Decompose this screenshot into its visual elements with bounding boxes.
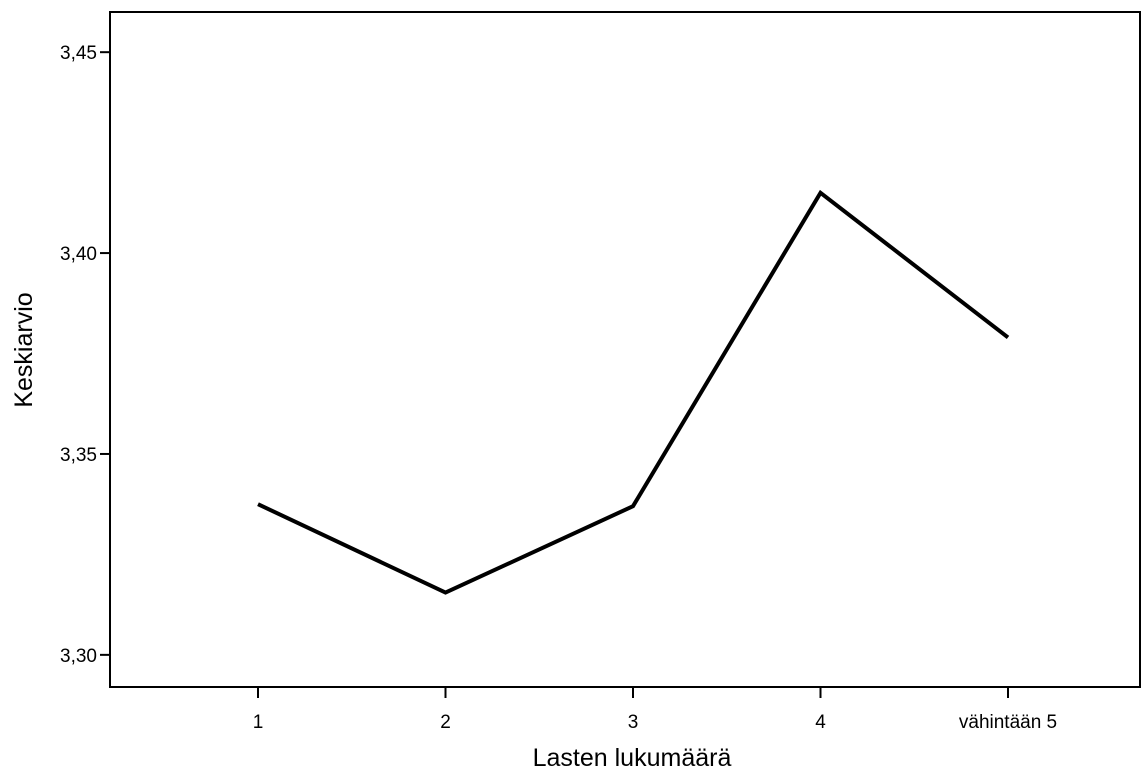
x-tick-label-4: vähintään 5 bbox=[959, 712, 1057, 733]
x-tick-label-2: 3 bbox=[628, 712, 639, 733]
y-axis-title: Keskiarvio bbox=[10, 292, 38, 407]
x-tick-label-0: 1 bbox=[253, 712, 264, 733]
x-tick-label-1: 2 bbox=[440, 712, 451, 733]
x-axis-title: Lasten lukumäärä bbox=[533, 744, 732, 772]
y-tick-label-1: 3,35 bbox=[60, 445, 97, 466]
y-tick-label-3: 3,45 bbox=[60, 43, 97, 64]
series-group bbox=[257, 189, 1010, 595]
y-axis-ticks: 3,30 3,35 3,40 3,45 bbox=[60, 43, 110, 667]
series-line-0 bbox=[257, 189, 1010, 595]
y-tick-label-2: 3,40 bbox=[60, 244, 97, 265]
plot-frame bbox=[109, 11, 1141, 688]
x-tick-label-3: 4 bbox=[815, 712, 826, 733]
y-tick-label-0: 3,30 bbox=[60, 646, 97, 667]
x-axis-ticks: 1 2 3 4 vähintään 5 bbox=[253, 687, 1057, 733]
